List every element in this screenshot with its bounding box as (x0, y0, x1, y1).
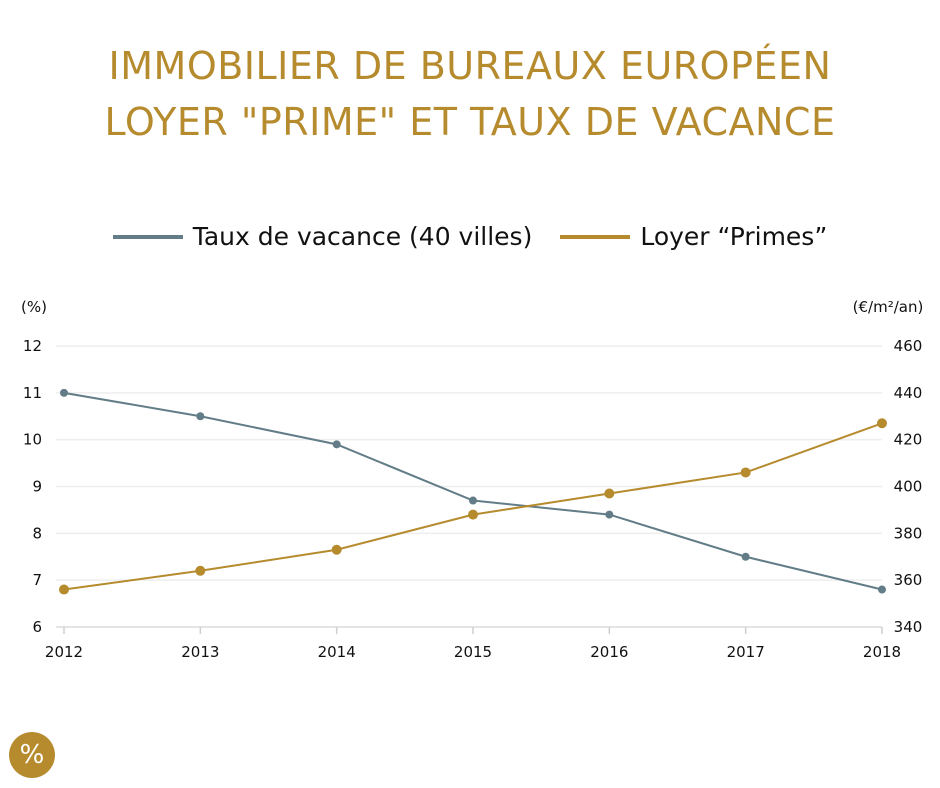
data-point-rent (331, 544, 342, 555)
data-point-vacancy (469, 496, 477, 505)
left-tick-label: 10 (23, 431, 42, 449)
right-tick-label: 420 (894, 431, 923, 449)
series-line-vacancy (63, 391, 883, 591)
percent-icon: % (9, 732, 55, 778)
left-tick-label: 6 (32, 618, 42, 636)
data-point-rent (604, 488, 615, 499)
right-tick-label: 400 (894, 478, 923, 496)
legend-item-vacancy: Taux de vacance (40 villes) (112, 222, 533, 251)
right-tick-label: 440 (894, 384, 923, 402)
right-tick-label: 360 (894, 571, 923, 589)
left-tick-label: 9 (32, 478, 42, 496)
legend-label-vacancy: Taux de vacance (40 villes) (192, 222, 533, 251)
left-tick-label: 11 (23, 384, 42, 402)
x-tick-label: 2017 (727, 643, 765, 661)
right-tick-label: 460 (894, 337, 923, 355)
right-axis-unit: (€/m²/an) (853, 298, 924, 316)
x-tick-label: 2012 (45, 643, 83, 661)
chart-legend: Taux de vacance (40 villes) Loyer “Prime… (0, 222, 940, 251)
legend-item-rent: Loyer “Primes” (560, 222, 827, 251)
x-tick-label: 2015 (454, 643, 492, 661)
data-point-rent (59, 584, 69, 595)
legend-swatch-vacancy (112, 234, 183, 239)
data-point-rent (468, 509, 478, 520)
right-tick-label: 380 (894, 524, 923, 542)
data-point-vacancy (605, 510, 614, 519)
x-tick-label: 2013 (181, 643, 219, 661)
series-lines (59, 388, 887, 595)
data-point-vacancy (741, 552, 750, 561)
legend-label-rent: Loyer “Primes” (640, 222, 828, 251)
right-tick-label: 340 (894, 618, 923, 636)
data-point-vacancy (196, 412, 205, 421)
x-tick-label: 2018 (863, 643, 901, 661)
title-line-1: IMMOBILIER DE BUREAUX EUROPÉEN (108, 44, 832, 88)
data-point-rent (740, 467, 751, 478)
axes: 6 7 8 9 10 11 12 340 360 380 400 420 440 460 (%) (€/m²/… (21, 298, 923, 661)
data-point-rent (877, 418, 887, 429)
series-line-rent (63, 422, 883, 591)
left-tick-label: 7 (32, 571, 42, 589)
grid-lines (56, 345, 882, 628)
data-point-vacancy (332, 440, 341, 449)
left-tick-label: 12 (23, 337, 42, 355)
left-axis-unit: (%) (21, 298, 47, 316)
title-line-2: LOYER "PRIME" ET TAUX DE VACANCE (104, 100, 836, 144)
data-point-rent (195, 565, 206, 576)
left-tick-label: 8 (32, 524, 42, 542)
data-point-vacancy (60, 388, 68, 397)
x-tick-label: 2014 (318, 643, 356, 661)
x-tick-label: 2016 (590, 643, 628, 661)
legend-swatch-rent (560, 234, 631, 239)
data-point-vacancy (878, 585, 886, 594)
chart-title: IMMOBILIER DE BUREAUX EUROPÉEN LOYER "PR… (0, 38, 940, 150)
badge-symbol: % (19, 740, 45, 770)
